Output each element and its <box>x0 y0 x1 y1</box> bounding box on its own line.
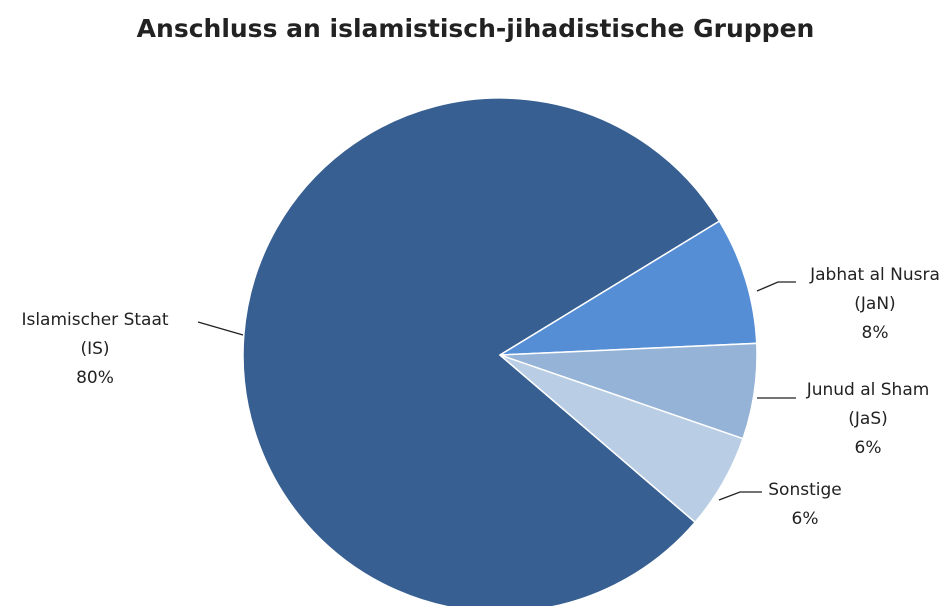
pie-slice <box>242 97 721 606</box>
slice-label: Islamischer Staat (IS) 80% <box>10 306 180 393</box>
slice-label: Sonstige 6% <box>760 476 850 534</box>
slice-label: Junud al Sham (JaS) 6% <box>798 376 938 463</box>
leader-line <box>197 321 244 336</box>
value-label: 6% <box>791 509 819 529</box>
leader-line <box>718 491 762 501</box>
value-label: 6% <box>854 438 882 458</box>
slice-label: Jabhat al Nusra (JaN) 8% <box>795 261 951 348</box>
chart-title: Anschluss an islamistisch-jihadistische … <box>136 14 815 43</box>
category-label: Jabhat al Nusra (JaN) <box>810 265 940 314</box>
category-label: Sonstige <box>768 480 842 500</box>
leader-line <box>756 281 796 292</box>
category-label: Islamischer Staat (IS) <box>21 310 169 359</box>
value-label: 80% <box>76 368 114 388</box>
pie-slice <box>499 354 744 524</box>
pie-slice <box>499 220 758 356</box>
category-label: Junud al Sham (JaS) <box>806 380 930 429</box>
value-label: 8% <box>861 323 889 343</box>
